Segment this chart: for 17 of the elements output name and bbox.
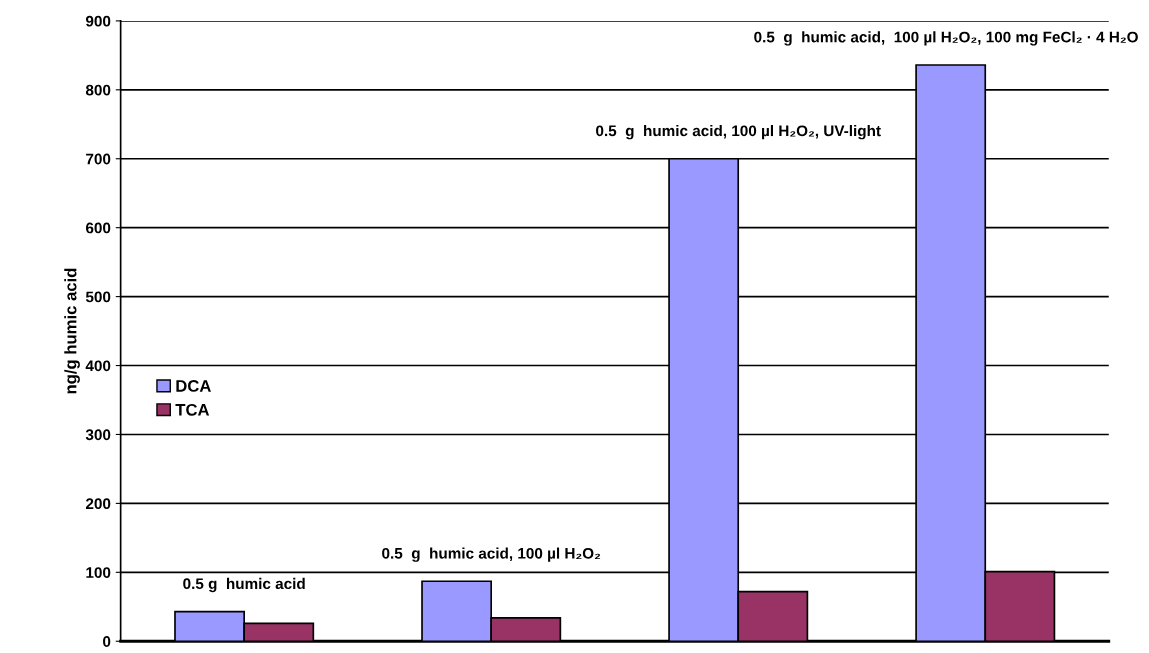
- y-tick-label: 100: [86, 567, 111, 578]
- y-tick-label: 800: [85, 84, 111, 96]
- y-tick-label: 600: [85, 222, 111, 234]
- y-tick-label: 400: [85, 360, 111, 372]
- annotation: 0.5 g humic acid: [183, 577, 305, 593]
- y-axis-title: ng/g humic acid: [64, 268, 80, 394]
- y-tick-label: 700: [86, 153, 111, 165]
- annotation: 0.5 g humic acid, 100 µl H₂O₂: [382, 547, 601, 562]
- y-tick-label: 200: [85, 498, 111, 510]
- y-tick-label: 500: [85, 291, 111, 303]
- legend-label: DCA: [176, 380, 211, 392]
- legend-label: TCA: [175, 403, 210, 416]
- y-tick-label: 900: [85, 15, 111, 27]
- y-tick-label: 0: [103, 636, 111, 647]
- y-tick-label: 300: [85, 429, 111, 441]
- annotation: 0.5 g humic acid, 100 µl H₂O₂, UV-light: [596, 125, 881, 140]
- annotation: 0.5 g humic acid, 100 µl H₂O₂, 100 mg FeCl₂ · 4 H₂O: [754, 31, 1138, 46]
